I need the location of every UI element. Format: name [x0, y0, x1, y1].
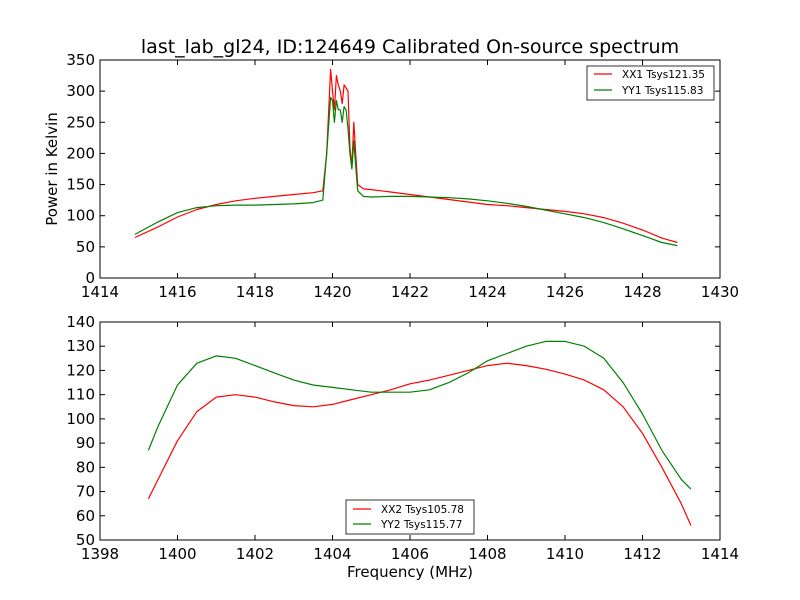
bottom-x-tick-label: 1398: [81, 545, 119, 563]
top-legend: XX1 Tsys121.35 YY1 Tsys115.83: [586, 65, 715, 101]
top-y-tick-label: 350: [66, 51, 95, 69]
bottom-series-lines: [147, 340, 692, 526]
top-y-tick-label: 200: [66, 144, 95, 162]
top-ylabel: Power in Kelvin: [43, 112, 61, 226]
top-plot-frame: [99, 59, 721, 279]
bottom-x-tick-label: 1406: [391, 545, 429, 563]
top-x-tick-label: 1420: [313, 283, 351, 301]
bottom-y-tick-label: 80: [76, 458, 95, 476]
bottom-x-tick-label: 1414: [701, 545, 739, 563]
top-x-tick-label: 1426: [546, 283, 584, 301]
bottom-y-tick-label: 130: [66, 337, 95, 355]
legend-label-yy1: YY1 Tsys115.83: [621, 85, 703, 97]
bottom-y-tick-label: 120: [66, 361, 95, 379]
top-legend-box: [586, 65, 715, 101]
bottom-y-tick-label: 90: [76, 434, 95, 452]
top-x-tick-label: 1424: [468, 283, 506, 301]
top-y-tick-label: 250: [66, 113, 95, 131]
top-y-tick-label: 0: [85, 269, 95, 287]
top-y-tick-label: 100: [66, 207, 95, 225]
top-series-line-1: [134, 96, 678, 247]
top-series-lines: [134, 68, 678, 247]
bottom-legend: XX2 Tsys105.78 YY2 Tsys115.77: [345, 499, 475, 535]
bottom-x-tick-label: 1408: [468, 545, 506, 563]
bottom-y-tick-label: 100: [66, 410, 95, 428]
bottom-x-tick-label: 1410: [546, 545, 584, 563]
legend-label-yy2: YY2 Tsys115.77: [380, 519, 462, 531]
bottom-x-tick-label: 1412: [623, 545, 661, 563]
bottom-x-tick-label: 1400: [158, 545, 196, 563]
bottom-series-line-1: [147, 340, 692, 490]
bottom-y-tick-label: 140: [66, 313, 95, 331]
top-y-tick-label: 50: [76, 238, 95, 256]
bottom-x-ticks: 1398 1400 1402 1404 1406 1408 1410 1412 1414: [81, 322, 739, 563]
top-x-tick-label: 1430: [701, 283, 739, 301]
top-x-tick-label: 1422: [391, 283, 429, 301]
bottom-y-tick-label: 70: [76, 483, 95, 501]
top-y-tick-label: 150: [66, 176, 95, 194]
legend-label-xx1: XX1 Tsys121.35: [622, 69, 705, 81]
figure-title: last_lab_gl24, ID:124649 Calibrated On-s…: [141, 36, 679, 58]
bottom-panel: Frequency (MHz) 1398 1400 1402 1404 1406 1408…: [66, 313, 739, 581]
top-y-ticks: 0 50 100 150 200 250 300 350: [66, 51, 720, 287]
top-x-tick-label: 1416: [158, 283, 196, 301]
bottom-y-tick-label: 50: [76, 531, 95, 549]
top-x-tick-label: 1418: [236, 283, 274, 301]
bottom-series-line-0: [147, 362, 692, 526]
top-panel: Power in Kelvin 1414 1416 1418 1420 1422 1424…: [43, 51, 739, 301]
top-x-ticks: 1414 1416 1418 1420 1422 1424 1426 1428 1430: [81, 60, 739, 301]
top-x-tick-label: 1414: [81, 283, 119, 301]
bottom-y-tick-label: 110: [66, 386, 95, 404]
bottom-xlabel: Frequency (MHz): [347, 563, 473, 581]
top-x-tick-label: 1428: [623, 283, 661, 301]
bottom-x-tick-label: 1402: [236, 545, 274, 563]
bottom-plot-frame: [99, 321, 721, 541]
bottom-legend-box: [345, 499, 475, 535]
top-y-tick-label: 300: [66, 82, 95, 100]
bottom-x-tick-label: 1404: [313, 545, 351, 563]
legend-label-xx2: XX2 Tsys105.78: [381, 504, 464, 516]
bottom-y-tick-label: 60: [76, 507, 95, 525]
